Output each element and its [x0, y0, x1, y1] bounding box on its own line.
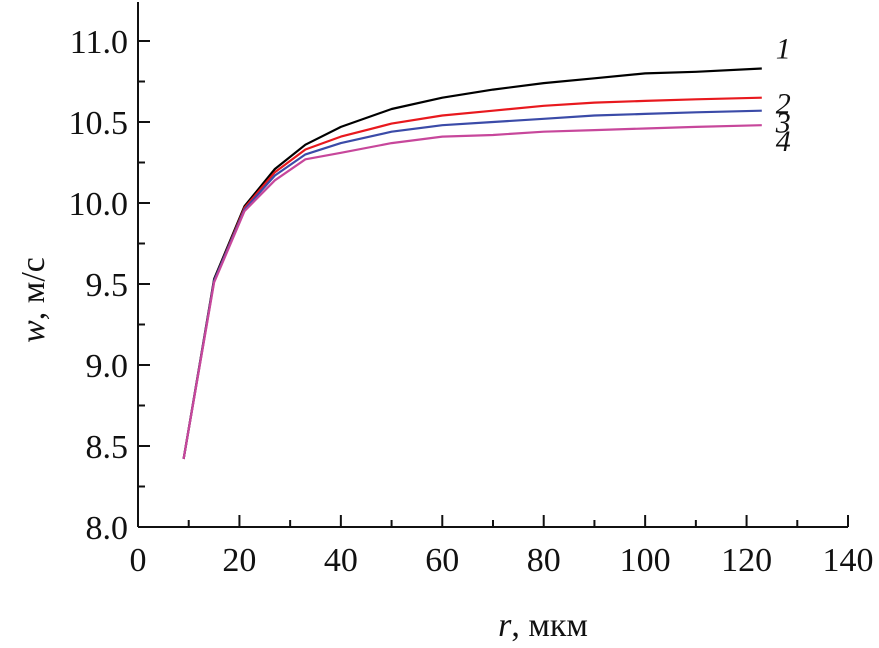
series-label-3: 3 — [775, 107, 791, 140]
y-tick-label: 8.0 — [86, 510, 129, 547]
series-labels: 1 234 — [775, 33, 791, 159]
x-tick-label: 100 — [620, 542, 671, 579]
y-tick-label: 11.0 — [70, 24, 128, 61]
y-axis-label: w, м/с — [15, 257, 52, 343]
y-axis-unit: , м/с — [15, 257, 52, 320]
x-axis-unit: , мкм — [511, 607, 588, 644]
series-line-1 — [182, 67, 762, 460]
x-tick-label: 140 — [823, 542, 874, 579]
x-tick-label: 60 — [425, 542, 459, 579]
y-tick-label: 10.5 — [69, 105, 129, 142]
x-tick-label: 40 — [324, 542, 358, 579]
series-label-1: 1 — [776, 33, 791, 66]
x-tick-label: 80 — [527, 542, 561, 579]
x-axis-var: r — [498, 607, 512, 644]
y-tick-label: 9.0 — [86, 348, 129, 385]
y-axis-var: w — [15, 320, 52, 343]
y-tick-label: 9.5 — [86, 267, 129, 304]
x-tick-label: 0 — [130, 542, 147, 579]
x-axis-label: r, мкм — [498, 607, 588, 644]
axes-layer — [137, 2, 848, 528]
series-layer — [182, 67, 762, 460]
series-label-2: 2 — [776, 88, 791, 121]
y-ticks: 8.0 8.5 9.0 9.5 10.0 10.5 11.0 — [69, 24, 150, 547]
x-tick-label: 20 — [222, 542, 256, 579]
y-tick-label: 10.0 — [69, 186, 129, 223]
series-line-4 — [182, 124, 762, 460]
series-line-2 — [182, 96, 762, 460]
series-line-3 — [182, 109, 762, 460]
y-tick-label: 8.5 — [86, 429, 129, 466]
x-tick-label: 120 — [721, 542, 772, 579]
x-ticks: 0 20 40 60 80 100 120 140 — [130, 515, 874, 579]
series-label-4: 4 — [776, 125, 791, 158]
